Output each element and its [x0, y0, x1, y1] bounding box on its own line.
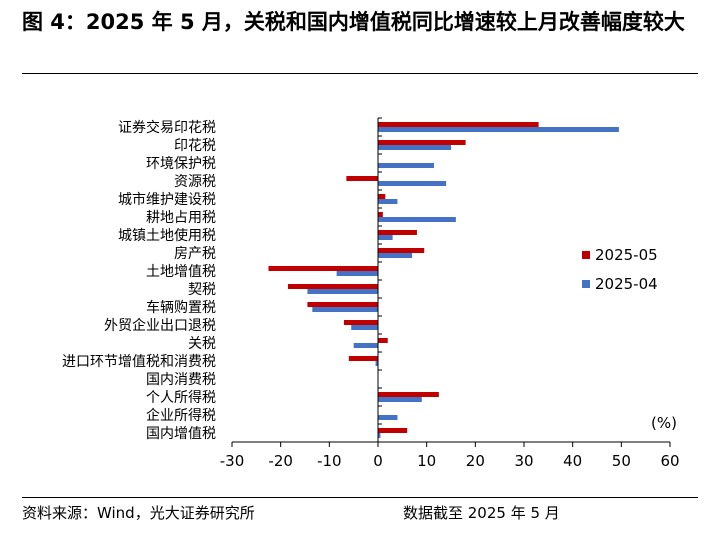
- bar-2025-04-11: [351, 325, 378, 330]
- bar-2025-04-6: [378, 235, 393, 240]
- bar-2025-04-13: [375, 361, 378, 366]
- x-tick-label: 30: [514, 452, 533, 470]
- bar-2025-04-0: [378, 127, 619, 132]
- bar-2025-05-10: [307, 302, 378, 307]
- x-tick-label: 40: [563, 452, 582, 470]
- bar-2025-04-1: [378, 145, 451, 150]
- x-tick-label: -20: [268, 452, 293, 470]
- bar-2025-05-15: [378, 392, 439, 397]
- bar-2025-04-16: [378, 415, 398, 420]
- bar-2025-04-10: [312, 307, 378, 312]
- bar-2025-05-12: [378, 338, 388, 343]
- category-label: 关税: [188, 336, 216, 352]
- category-label: 房产税: [174, 246, 216, 262]
- title-divider: [22, 73, 698, 74]
- category-label: 契税: [188, 282, 216, 298]
- x-tick-label: 60: [660, 452, 679, 470]
- legend: 2025-05 2025-04: [582, 246, 658, 293]
- bar-2025-04-2: [378, 163, 434, 168]
- category-label: 证券交易印花税: [118, 119, 216, 136]
- bar-2025-04-4: [378, 199, 398, 204]
- category-label: 资源税: [174, 174, 216, 190]
- bar-2025-04-8: [336, 271, 378, 276]
- legend-swatch: [582, 280, 590, 288]
- bar-2025-05-11: [343, 320, 378, 325]
- legend-label: 2025-05: [595, 246, 658, 264]
- legend-label: 2025-04: [595, 275, 658, 293]
- axes-layer: [231, 117, 671, 447]
- bar-2025-05-5: [378, 212, 383, 217]
- x-tick-labels: -30 -20 -10 0 10 20 30 40 50 60: [220, 452, 680, 470]
- bar-2025-04-15: [378, 397, 422, 402]
- x-tick-label: 50: [612, 452, 631, 470]
- x-tick-label: 20: [466, 452, 485, 470]
- category-label: 车辆购置税: [146, 299, 216, 316]
- bars-layer: [268, 122, 619, 438]
- horizontal-bar-chart: 证券交易印花税印花税环境保护税资源税城市维护建设税耕地占用税城镇土地使用税房产税…: [62, 117, 680, 470]
- category-label: 印花税: [174, 138, 216, 154]
- bar-2025-05-6: [378, 230, 417, 235]
- category-labels: 证券交易印花税印花税环境保护税资源税城市维护建设税耕地占用税城镇土地使用税房产税…: [62, 119, 216, 442]
- category-label: 外贸企业出口退税: [104, 317, 216, 334]
- data-as-of-note: 数据截至 2025 年 5 月: [403, 504, 560, 522]
- category-label: 国内增值税: [146, 426, 216, 442]
- source-note: 资料来源：Wind，光大证券研究所: [22, 504, 255, 522]
- category-label: 耕地占用税: [146, 209, 216, 226]
- bar-2025-05-13: [348, 356, 378, 361]
- footer-divider: [22, 497, 698, 498]
- bar-2025-04-3: [378, 181, 447, 186]
- bar-2025-05-0: [378, 122, 539, 127]
- bar-2025-05-1: [378, 140, 466, 145]
- bar-2025-04-17: [378, 433, 381, 438]
- bar-2025-04-12: [353, 343, 378, 348]
- category-label: 城市维护建设税: [118, 191, 216, 208]
- x-tick-label: -30: [220, 452, 245, 470]
- category-label: 环境保护税: [146, 156, 216, 172]
- bar-2025-05-3: [346, 176, 378, 181]
- x-tick-label: 10: [417, 452, 436, 470]
- legend-swatch: [582, 251, 590, 259]
- category-label: 国内消费税: [146, 372, 216, 388]
- bar-2025-05-9: [287, 284, 378, 289]
- unit-label: (%): [651, 414, 677, 432]
- bar-2025-05-4: [378, 194, 386, 199]
- category-label: 个人所得税: [146, 389, 216, 406]
- bar-2025-05-7: [378, 248, 425, 253]
- category-label: 企业所得税: [146, 407, 216, 424]
- bar-2025-04-5: [378, 217, 456, 222]
- x-tick-label: -10: [317, 452, 342, 470]
- category-label: 进口环节增值税和消费税: [62, 354, 216, 370]
- bar-2025-05-17: [378, 428, 408, 433]
- figure-title: 图 4：2025 年 5 月，关税和国内增值税同比增速较上月改善幅度较大: [22, 10, 685, 34]
- bar-2025-04-7: [378, 253, 413, 258]
- bar-2025-05-8: [268, 266, 378, 271]
- x-tick-label: 0: [373, 452, 383, 470]
- bar-2025-04-9: [307, 289, 378, 294]
- category-label: 城镇土地使用税: [118, 227, 216, 244]
- category-label: 土地增值税: [146, 264, 216, 280]
